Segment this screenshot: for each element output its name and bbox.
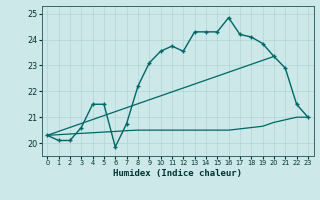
X-axis label: Humidex (Indice chaleur): Humidex (Indice chaleur)	[113, 169, 242, 178]
